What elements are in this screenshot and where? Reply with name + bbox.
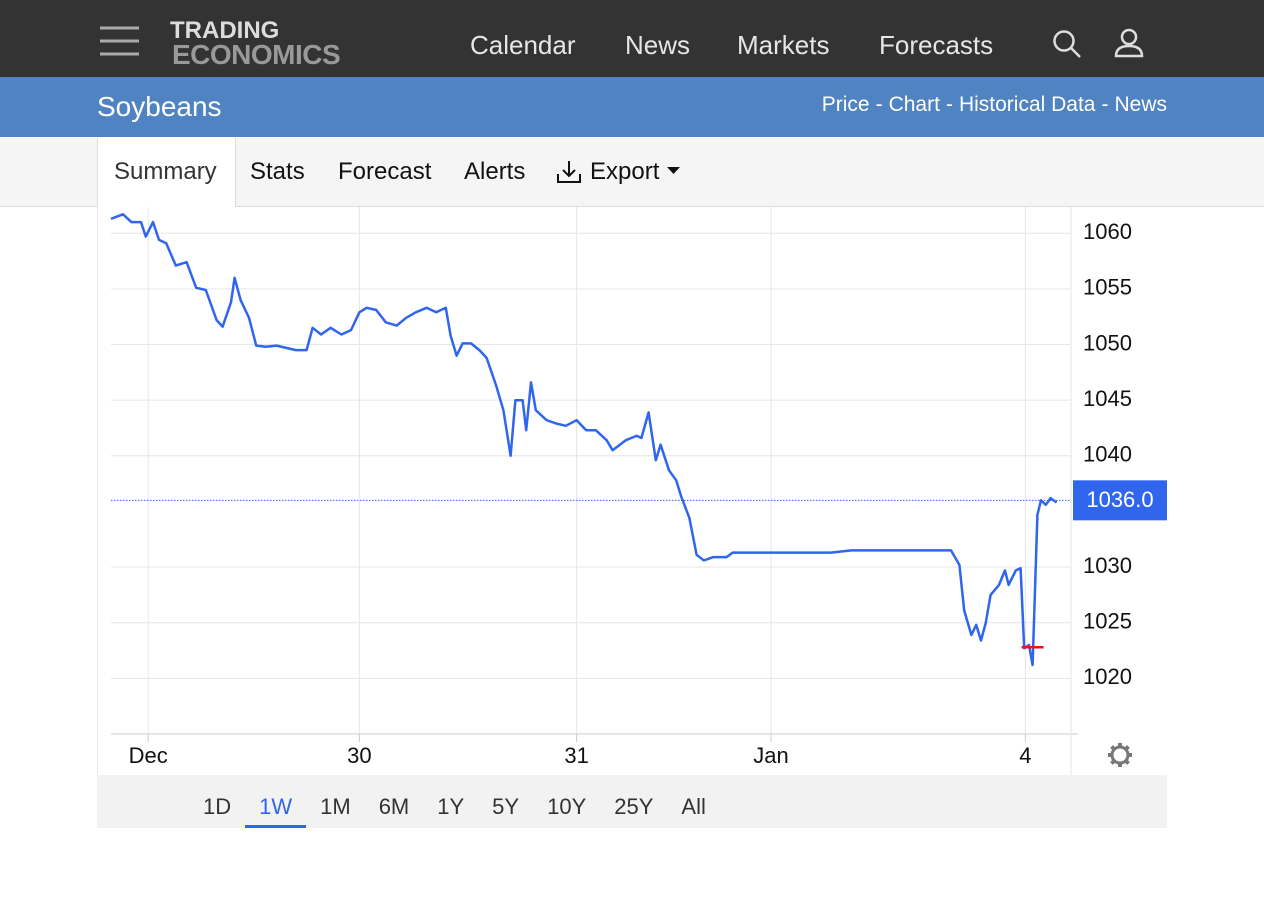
link-separator: - [875,93,883,116]
y-tick-label: 1050 [1083,330,1132,355]
nav-link[interactable]: Forecasts [879,30,994,60]
tab-bar [0,138,1264,207]
instrument-title: Soybeans [97,91,222,122]
price-line [110,213,1058,667]
instrument-link[interactable]: Price [821,93,870,116]
range-button[interactable]: 5Y [492,794,520,819]
logo-bottom[interactable]: ECONOMICS [172,39,341,70]
nav-link[interactable]: Markets [737,30,830,60]
settings-icon[interactable] [1108,743,1132,767]
tab[interactable]: Alerts [464,158,526,185]
instrument-link[interactable]: Chart [888,93,940,116]
search-icon[interactable] [1052,29,1082,59]
tab[interactable]: Summary [114,158,217,185]
instrument-links: Price - Chart - Historical Data - News [822,93,1167,117]
y-tick-label: 1060 [1083,219,1132,244]
nav-link[interactable]: News [625,30,691,60]
range-button[interactable]: 6M [378,794,410,819]
range-button[interactable]: 25Y [614,794,654,819]
y-tick-label: 1040 [1083,442,1132,467]
active-tab-bg [97,138,236,207]
current-price-badge [1073,480,1167,521]
range-button[interactable]: 1D [203,794,232,819]
x-tick-label: Jan [753,743,788,768]
menu-icon[interactable] [100,26,140,58]
nav-link[interactable]: Calendar [470,30,576,60]
tab[interactable]: Stats [250,158,305,185]
tab[interactable]: Export [590,158,660,185]
y-tick-label: 1030 [1083,553,1132,578]
instrument-bar: Soybeans Price - Chart - Historical Data - New… [0,77,1264,137]
link-separator: - [945,93,953,116]
caret [667,167,680,174]
x-tick-label: 4 [1019,743,1031,768]
range-button[interactable]: 1M [320,794,351,819]
y-tick-label: 1055 [1083,275,1132,300]
range-button[interactable]: 1Y [437,794,465,819]
current-price-label: 1036.0 [1086,487,1153,512]
range-button[interactable]: 1W [245,775,307,828]
y-tick-label: 1025 [1083,609,1132,634]
logo-top[interactable]: TRADING [170,17,280,44]
link-separator: - [1101,93,1109,116]
range-button[interactable]: All [681,794,706,819]
user-icon[interactable] [1114,28,1144,58]
range-bar: 1D 1W 1M 6M 1Y 5Y 10Y 25Y All [97,775,1167,828]
y-tick-label: 1045 [1083,386,1132,411]
range-button[interactable]: 10Y [547,794,587,819]
instrument-link[interactable]: Historical Data [958,93,1096,116]
top-bar: TRADING ECONOMICS Calendar News Markets … [0,0,1264,77]
y-tick-label: 1020 [1083,664,1132,689]
x-tick-label: 30 [347,743,371,768]
x-tick-label: 31 [564,743,588,768]
export-icon[interactable] [556,158,584,186]
chart: 1020 1025 1030 1040 1045 1050 1055 1060 Dec 30 31 J… [97,207,1167,775]
x-tick-label: Dec [129,743,168,768]
instrument-link[interactable]: News [1114,93,1167,116]
tab[interactable]: Forecast [338,158,432,185]
